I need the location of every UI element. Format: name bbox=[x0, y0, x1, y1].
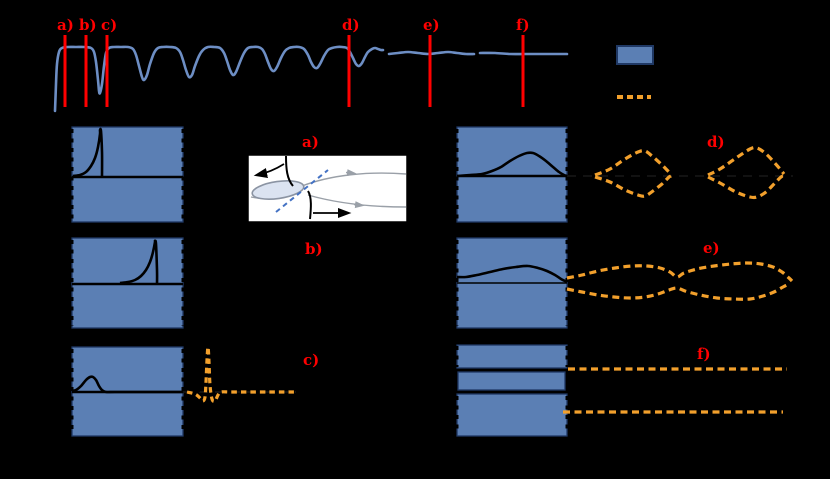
panel-a-region bbox=[71, 126, 184, 223]
panel-e-distribution-curve bbox=[456, 264, 568, 284]
panel-d-lens1-top bbox=[594, 149, 673, 177]
marker-label-b: b) bbox=[79, 16, 97, 34]
panel-a-distribution-curve bbox=[72, 127, 104, 178]
panel-a-label: a) bbox=[302, 133, 319, 151]
legend-filled-region-swatch bbox=[616, 45, 654, 65]
panel-b bbox=[70, 237, 185, 329]
panel-f-label: f) bbox=[697, 345, 711, 363]
panel-b-distribution-curve bbox=[119, 239, 159, 285]
inset-snapshot-diagram bbox=[246, 153, 409, 224]
panel-d-lens2-bottom bbox=[707, 174, 785, 200]
panel-e-envelope-bottom bbox=[566, 282, 790, 301]
marker-label-e: e) bbox=[423, 16, 440, 34]
panel-c-orange-spike-curve bbox=[186, 345, 296, 403]
time-trace-segment-1 bbox=[53, 45, 385, 113]
panel-c-label: c) bbox=[303, 351, 320, 369]
panel-d-lens1-bottom bbox=[594, 174, 672, 198]
marker-label-f: f) bbox=[516, 16, 530, 34]
panel-c-distribution-curve bbox=[71, 375, 183, 394]
inset-extension-axis-dashed-line bbox=[275, 169, 329, 213]
panel-f-band3 bbox=[456, 393, 568, 437]
panel-a bbox=[70, 126, 185, 223]
panel-d-distribution-curve bbox=[456, 151, 568, 178]
panel-e-envelope-top bbox=[566, 261, 794, 283]
time-trace bbox=[53, 45, 569, 113]
marker-label-a: a) bbox=[57, 16, 74, 34]
panel-f-band2 bbox=[457, 371, 566, 391]
inset-streamline-upper-arrowhead bbox=[345, 169, 357, 177]
panel-c-black-spike bbox=[198, 373, 209, 393]
inset-upper-tether bbox=[285, 155, 294, 187]
panel-e-label: e) bbox=[703, 239, 720, 257]
marker-label-c: c) bbox=[101, 16, 118, 34]
inset-droplet-ellipse bbox=[251, 180, 305, 200]
inset-lower-tether bbox=[307, 190, 312, 220]
panel-e bbox=[455, 237, 794, 329]
marker-label-d: d) bbox=[342, 16, 360, 34]
legend-dashed-line-swatch bbox=[617, 95, 651, 99]
panel-f bbox=[455, 344, 787, 437]
time-marker-lines bbox=[63, 35, 525, 107]
panel-f-band1 bbox=[456, 344, 568, 369]
inset-rotation-arrow bbox=[253, 163, 285, 178]
panel-b-label: b) bbox=[305, 240, 323, 258]
panel-d-label: d) bbox=[707, 133, 725, 151]
panel-d bbox=[455, 126, 793, 223]
time-trace-segment-3 bbox=[478, 51, 569, 56]
inset-streamline-lower bbox=[307, 194, 407, 208]
panel-d-lens2-top bbox=[707, 145, 786, 177]
panel-c bbox=[70, 345, 296, 437]
time-trace-segment-2 bbox=[387, 50, 476, 56]
inset-streamline-lower-arrowhead bbox=[353, 201, 365, 209]
